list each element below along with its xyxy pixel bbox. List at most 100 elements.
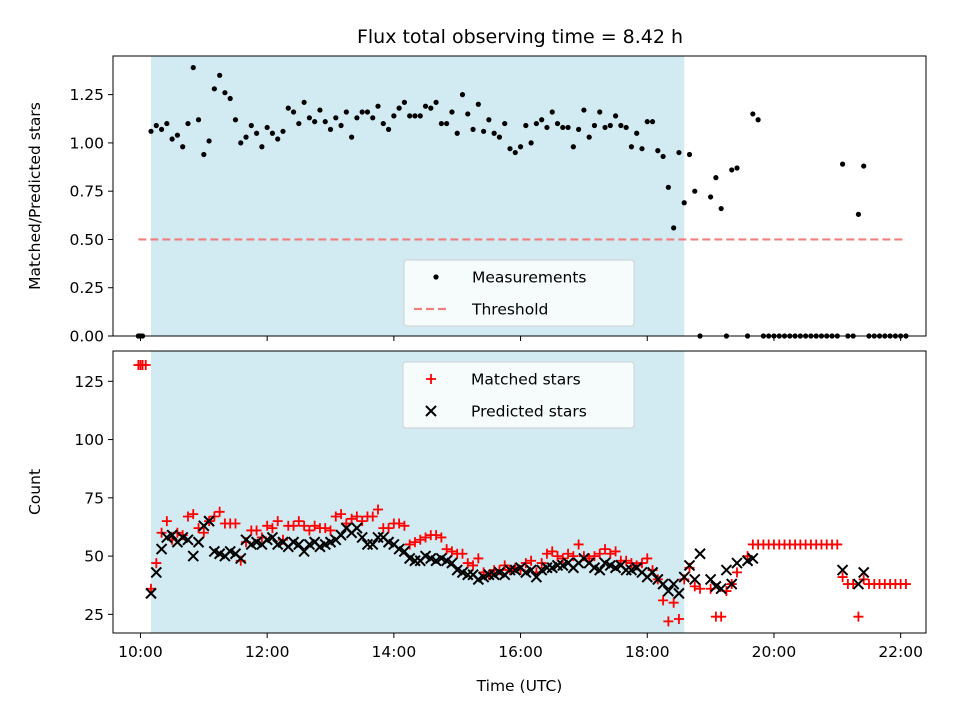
data-point (657, 578, 669, 590)
data-point (148, 128, 154, 134)
data-point (349, 134, 355, 140)
y-tick-label: 25 (84, 606, 104, 624)
x-axis-label: Time (UTC) (476, 677, 563, 695)
data-point (857, 566, 870, 579)
data-point (755, 117, 761, 123)
data-point (853, 611, 864, 622)
data-point (359, 109, 365, 115)
data-point (839, 161, 846, 167)
data-point (298, 545, 310, 558)
x-tick-label: 16:00 (498, 643, 543, 661)
data-point (436, 532, 447, 543)
data-point (285, 105, 291, 111)
x-tick-label: 10:00 (118, 643, 163, 661)
data-point (357, 516, 368, 527)
data-point (346, 513, 357, 524)
data-point (161, 516, 172, 527)
data-point (689, 573, 701, 586)
data-point (544, 124, 550, 131)
data-point (502, 120, 508, 127)
data-point (280, 128, 286, 134)
data-point (394, 518, 405, 529)
data-point (140, 359, 151, 370)
data-point (473, 553, 484, 564)
data-point (266, 531, 279, 544)
y-tick-label: 75 (84, 489, 104, 507)
data-point (320, 523, 331, 534)
data-point (312, 119, 318, 125)
data-point (293, 516, 304, 527)
data-point (605, 548, 616, 559)
data-point (206, 138, 212, 144)
data-point (322, 119, 328, 125)
data-point (243, 134, 249, 140)
data-point (597, 109, 603, 115)
data-point (665, 184, 671, 190)
data-point (832, 539, 843, 550)
data-point (747, 552, 759, 565)
data-point (404, 539, 415, 550)
data-point (837, 572, 848, 583)
data-point (399, 520, 410, 531)
data-point (731, 557, 743, 569)
data-point (180, 144, 186, 150)
data-point (275, 136, 281, 142)
data-point (169, 136, 175, 142)
data-point (496, 134, 503, 140)
data-point (391, 113, 397, 119)
data-point (570, 144, 576, 150)
data-point (343, 109, 349, 115)
data-point (336, 509, 347, 520)
data-point (367, 538, 379, 551)
data-point (465, 111, 471, 117)
data-point (470, 126, 476, 132)
axes-frame (112, 350, 927, 634)
data-point (517, 144, 524, 150)
data-point (396, 105, 402, 111)
legend-label: Predicted stars (471, 403, 587, 421)
data-point (454, 130, 460, 136)
data-point (681, 200, 687, 206)
data-point (718, 205, 724, 212)
panel-ratio: 0.00 0.25 0.50 0.75 1.00 1.25 Matched/Predicte… (26, 55, 927, 346)
y-tick-label: 1.25 (69, 86, 104, 104)
data-point (708, 194, 714, 200)
x-tick-label: 20:00 (752, 643, 797, 661)
data-point (155, 543, 168, 555)
data-point (602, 124, 608, 131)
data-point (634, 130, 640, 136)
data-point (272, 516, 283, 527)
data-point (235, 552, 247, 565)
data-point (433, 99, 439, 105)
legend-label: Measurements (472, 269, 587, 287)
data-point (409, 537, 420, 548)
data-point (446, 546, 457, 557)
legend-label: Matched stars (471, 371, 581, 389)
data-point (192, 536, 205, 548)
data-point (668, 597, 679, 608)
data-point (462, 558, 473, 569)
data-point (594, 564, 606, 576)
data-point (238, 140, 244, 146)
data-point (444, 120, 450, 127)
data-point (227, 95, 233, 102)
data-point (573, 539, 584, 550)
data-point (441, 544, 452, 555)
data-point (446, 557, 458, 569)
data-point (533, 120, 539, 127)
data-point (304, 525, 315, 536)
data-point (692, 188, 698, 194)
data-point (217, 72, 223, 78)
data-point (848, 579, 859, 590)
data-point (507, 146, 513, 152)
y-tick-label: 0.00 (69, 328, 104, 346)
data-point (253, 130, 260, 136)
data-point (861, 163, 867, 169)
data-point (262, 520, 273, 531)
data-point (264, 124, 270, 131)
y-tick-label: 125 (74, 373, 104, 391)
x-tick-label: 18:00 (625, 643, 670, 661)
data-point (364, 109, 371, 115)
x-tick-label: 22:00 (878, 643, 923, 661)
